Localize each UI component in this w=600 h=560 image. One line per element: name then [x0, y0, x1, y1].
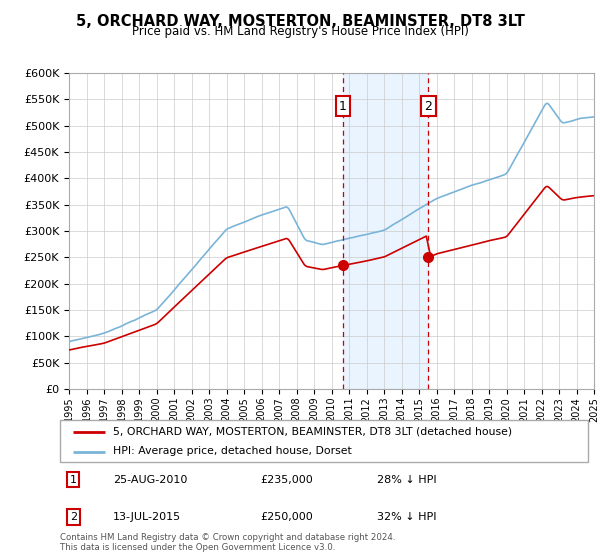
Text: This data is licensed under the Open Government Licence v3.0.: This data is licensed under the Open Gov…	[60, 543, 335, 552]
Text: 2: 2	[70, 512, 77, 522]
Text: 28% ↓ HPI: 28% ↓ HPI	[377, 474, 436, 484]
Text: HPI: Average price, detached house, Dorset: HPI: Average price, detached house, Dors…	[113, 446, 352, 456]
Text: Contains HM Land Registry data © Crown copyright and database right 2024.: Contains HM Land Registry data © Crown c…	[60, 533, 395, 542]
Text: £250,000: £250,000	[260, 512, 313, 522]
Text: 1: 1	[70, 474, 77, 484]
Text: £235,000: £235,000	[260, 474, 313, 484]
Text: 2: 2	[425, 100, 433, 113]
Text: 32% ↓ HPI: 32% ↓ HPI	[377, 512, 436, 522]
Text: Price paid vs. HM Land Registry's House Price Index (HPI): Price paid vs. HM Land Registry's House …	[131, 25, 469, 38]
Text: 13-JUL-2015: 13-JUL-2015	[113, 512, 181, 522]
Text: 5, ORCHARD WAY, MOSTERTON, BEAMINSTER, DT8 3LT: 5, ORCHARD WAY, MOSTERTON, BEAMINSTER, D…	[76, 14, 524, 29]
Text: 5, ORCHARD WAY, MOSTERTON, BEAMINSTER, DT8 3LT (detached house): 5, ORCHARD WAY, MOSTERTON, BEAMINSTER, D…	[113, 427, 512, 437]
Text: 25-AUG-2010: 25-AUG-2010	[113, 474, 187, 484]
Bar	[343, 73, 428, 389]
Text: 1: 1	[339, 100, 347, 113]
FancyBboxPatch shape	[60, 420, 588, 462]
